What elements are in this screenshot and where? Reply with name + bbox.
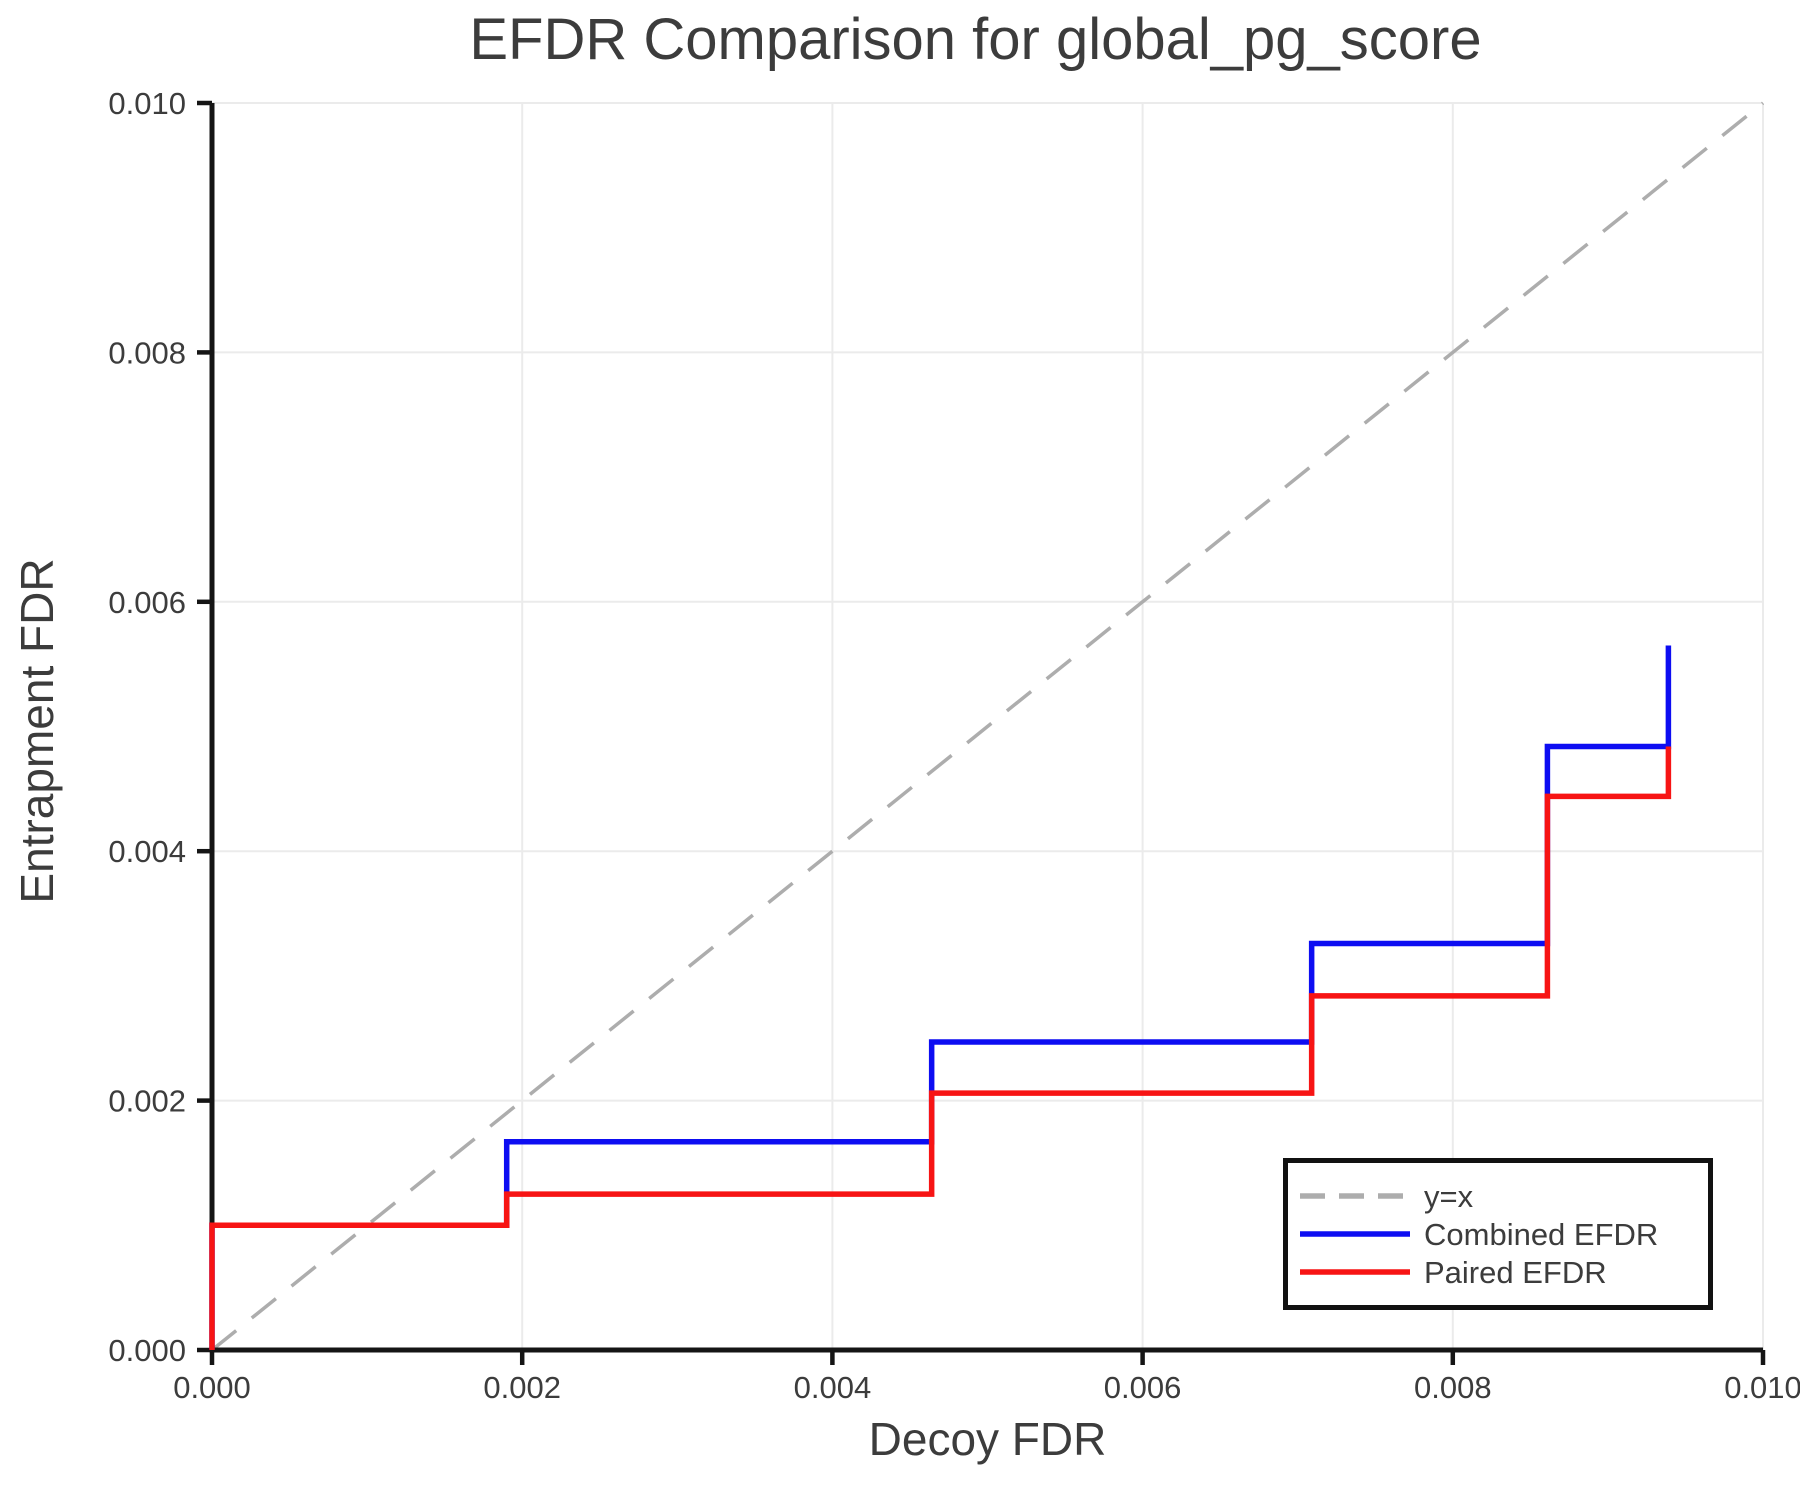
svg-text:0.004: 0.004 (108, 834, 186, 869)
legend-label-combined: Combined EFDR (1424, 1216, 1659, 1252)
svg-text:0.010: 0.010 (108, 86, 186, 121)
legend-label-paired: Paired EFDR (1424, 1254, 1607, 1290)
svg-text:0.008: 0.008 (108, 335, 186, 370)
x-axis-label: Decoy FDR (868, 1413, 1107, 1465)
legend-row-paired: Paired EFDR (1300, 1253, 1708, 1291)
legend-row-combined: Combined EFDR (1300, 1215, 1708, 1253)
red-line-icon (1300, 1269, 1410, 1275)
legend: y=x Combined EFDR Paired EFDR (1283, 1158, 1713, 1310)
chart-title: EFDR Comparison for global_pg_score (469, 7, 1482, 72)
svg-text:0.000: 0.000 (108, 1333, 186, 1368)
dashed-line-icon (1300, 1193, 1410, 1199)
legend-label-yx: y=x (1424, 1178, 1474, 1214)
svg-text:0.002: 0.002 (483, 1370, 561, 1405)
legend-row-yx: y=x (1300, 1177, 1708, 1215)
svg-text:0.002: 0.002 (108, 1084, 186, 1119)
svg-text:0.006: 0.006 (1104, 1370, 1182, 1405)
svg-text:0.000: 0.000 (173, 1370, 251, 1405)
svg-text:0.008: 0.008 (1414, 1370, 1492, 1405)
svg-text:0.010: 0.010 (1724, 1370, 1800, 1405)
svg-text:0.004: 0.004 (794, 1370, 872, 1405)
svg-text:0.006: 0.006 (108, 585, 186, 620)
y-axis-label: Entrapment FDR (11, 558, 63, 904)
blue-line-icon (1300, 1231, 1410, 1237)
